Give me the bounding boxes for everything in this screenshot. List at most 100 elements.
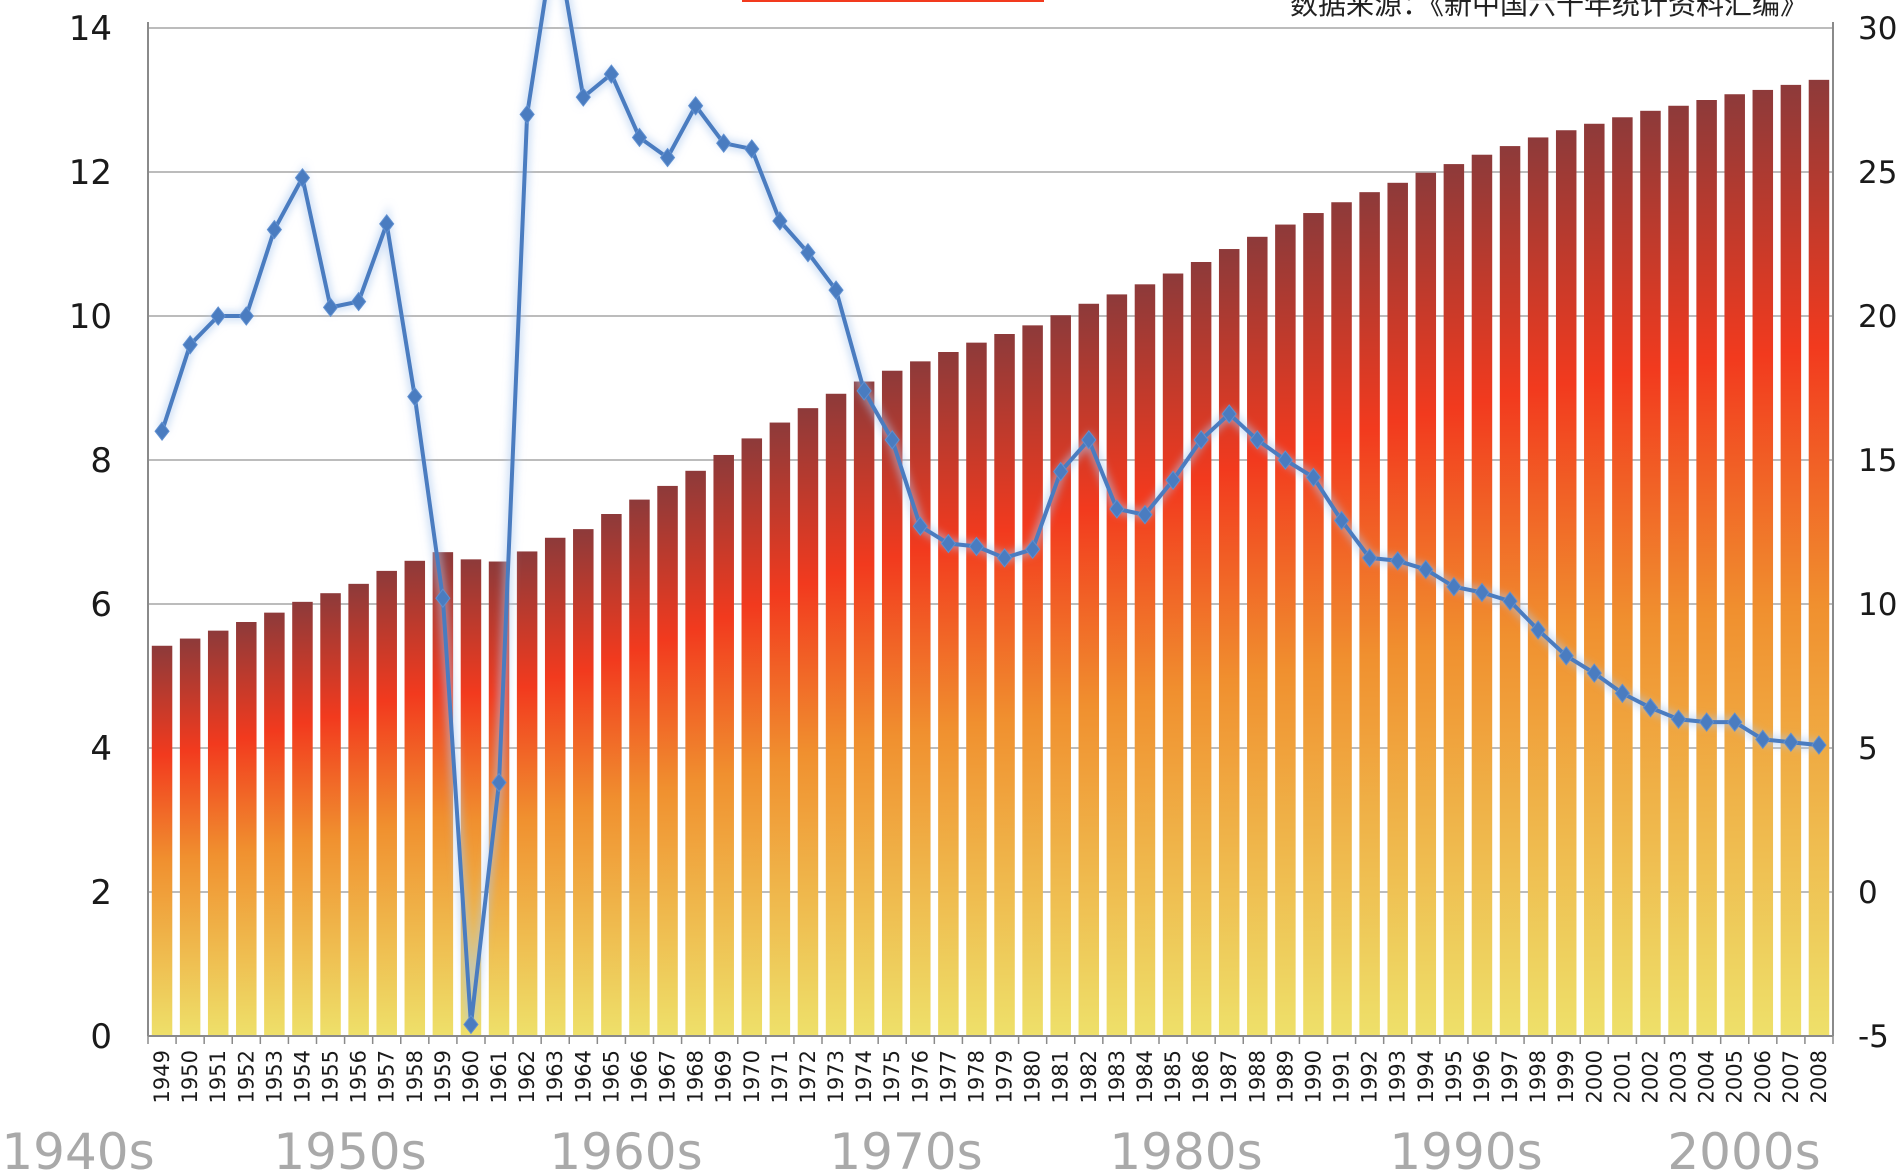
y-left-tick-label: 2 [90, 873, 112, 913]
x-tick-label: 1992 [1358, 1050, 1382, 1103]
y-left-tick-label: 0 [90, 1017, 112, 1057]
bar-1964 [573, 529, 594, 1036]
axes [147, 22, 1834, 1044]
x-tick-label: 1982 [1077, 1050, 1101, 1103]
gridlines [148, 27, 1833, 893]
decade-label: 1940s [1, 1123, 154, 1176]
marker-1976 [912, 516, 928, 537]
bar-1956 [348, 583, 369, 1036]
x-tick-label: 1987 [1217, 1050, 1241, 1103]
x-tick-label: 1995 [1442, 1050, 1466, 1103]
marker-1998 [1530, 620, 1546, 640]
x-tick-label: 2007 [1779, 1050, 1803, 1103]
bar-1963 [544, 537, 566, 1036]
bar-1965 [601, 514, 622, 1036]
marker-1952 [238, 306, 254, 326]
marker-1978 [968, 536, 985, 557]
x-tick-label: 1955 [319, 1050, 343, 1103]
source-note: 数据来源：《新中国六十年统计资料汇编》 [1290, 0, 1808, 21]
x-tick-label: 1960 [459, 1050, 483, 1103]
x-tick-label: 1972 [796, 1050, 820, 1103]
bar-1998 [1527, 137, 1549, 1036]
y-left-tick-label: 4 [90, 729, 112, 769]
bar-1978 [966, 342, 987, 1036]
marker-1953 [266, 219, 283, 240]
x-tick-label: 1996 [1470, 1050, 1494, 1103]
bar-1949 [151, 645, 173, 1036]
y-left-tick-label: 14 [69, 9, 112, 49]
marker-1960 [463, 1014, 479, 1035]
marker-1955 [322, 297, 339, 318]
bar-1962 [516, 551, 538, 1036]
x-tick-label: 1975 [880, 1050, 904, 1103]
marker-1991 [1333, 510, 1350, 531]
x-tick-label: 1999 [1554, 1050, 1578, 1103]
marker-1994 [1418, 559, 1434, 580]
x-tick-label: 1989 [1273, 1050, 1297, 1103]
bar-1966 [629, 499, 650, 1037]
x-tick-label: 1963 [543, 1050, 567, 1103]
bar-1997 [1499, 146, 1521, 1036]
bar-2005 [1724, 94, 1745, 1037]
x-tick-label: 1988 [1245, 1050, 1269, 1103]
decade-label: 2000s [1667, 1123, 1820, 1176]
bar-1976 [910, 361, 931, 1036]
x-tick-label: 1976 [908, 1050, 932, 1103]
marker-1992 [1361, 548, 1378, 568]
decade-label: 1980s [1109, 1123, 1262, 1176]
line-series [154, 0, 1827, 1035]
bar-1988 [1247, 236, 1268, 1037]
x-tick-label: 2008 [1807, 1050, 1831, 1103]
y-right-tick-label: 15 [1858, 443, 1897, 479]
bar-1981 [1050, 315, 1071, 1036]
x-tick-label: 1983 [1105, 1050, 1129, 1103]
bar-1986 [1190, 262, 1212, 1036]
x-tick-label: 1962 [515, 1050, 539, 1103]
x-tick-label: 2003 [1667, 1050, 1691, 1103]
marker-2008 [1811, 735, 1827, 755]
y-left-tick-label: 12 [69, 153, 112, 193]
y-right-tick-label: -5 [1858, 1019, 1889, 1055]
marker-1959 [435, 588, 451, 609]
x-tick-label: 1973 [824, 1050, 848, 1103]
bar-1974 [853, 381, 875, 1036]
bar-1994 [1415, 172, 1437, 1037]
x-tick-label: 1979 [993, 1050, 1017, 1103]
y-left-tick-label: 10 [69, 297, 112, 337]
x-tick-label: 1984 [1133, 1050, 1157, 1103]
x-tick-label: 1956 [347, 1050, 371, 1103]
x-tick-label: 1978 [964, 1050, 988, 1103]
marker-1950 [182, 334, 198, 355]
x-tick-label: 1993 [1386, 1050, 1410, 1103]
bar-1995 [1443, 164, 1465, 1036]
x-tick-label: 1997 [1498, 1050, 1522, 1103]
bar-1999 [1555, 130, 1577, 1037]
marker-1988 [1249, 430, 1265, 450]
marker-1958 [407, 386, 423, 407]
x-tick-label: 1981 [1049, 1050, 1073, 1103]
x-tick-label: 1952 [234, 1050, 258, 1103]
x-tick-label: 1954 [290, 1050, 314, 1103]
bar-2002 [1640, 110, 1661, 1037]
marker-1984 [1137, 504, 1153, 525]
marker-1995 [1446, 576, 1462, 597]
x-tick-label: 1949 [150, 1050, 174, 1103]
marker-1982 [1081, 430, 1097, 450]
x-tick-label: 1964 [571, 1050, 595, 1103]
marker-1980 [1024, 539, 1041, 560]
bar-1957 [376, 570, 397, 1036]
bar-1987 [1218, 249, 1240, 1037]
bar-1954 [292, 601, 313, 1036]
bar-2006 [1752, 89, 1774, 1037]
x-tick-label: 1990 [1301, 1050, 1325, 1103]
marker-1981 [1053, 461, 1069, 482]
marker-2007 [1783, 732, 1799, 753]
x-tick-label: 1967 [656, 1050, 680, 1103]
bar-2003 [1668, 105, 1689, 1036]
x-tick-label: 2002 [1638, 1050, 1662, 1103]
decade-label: 1950s [273, 1123, 426, 1176]
marker-1990 [1305, 467, 1322, 488]
y-right-tick-label: 0 [1858, 875, 1878, 911]
y-right-tick-label: 25 [1858, 155, 1897, 191]
